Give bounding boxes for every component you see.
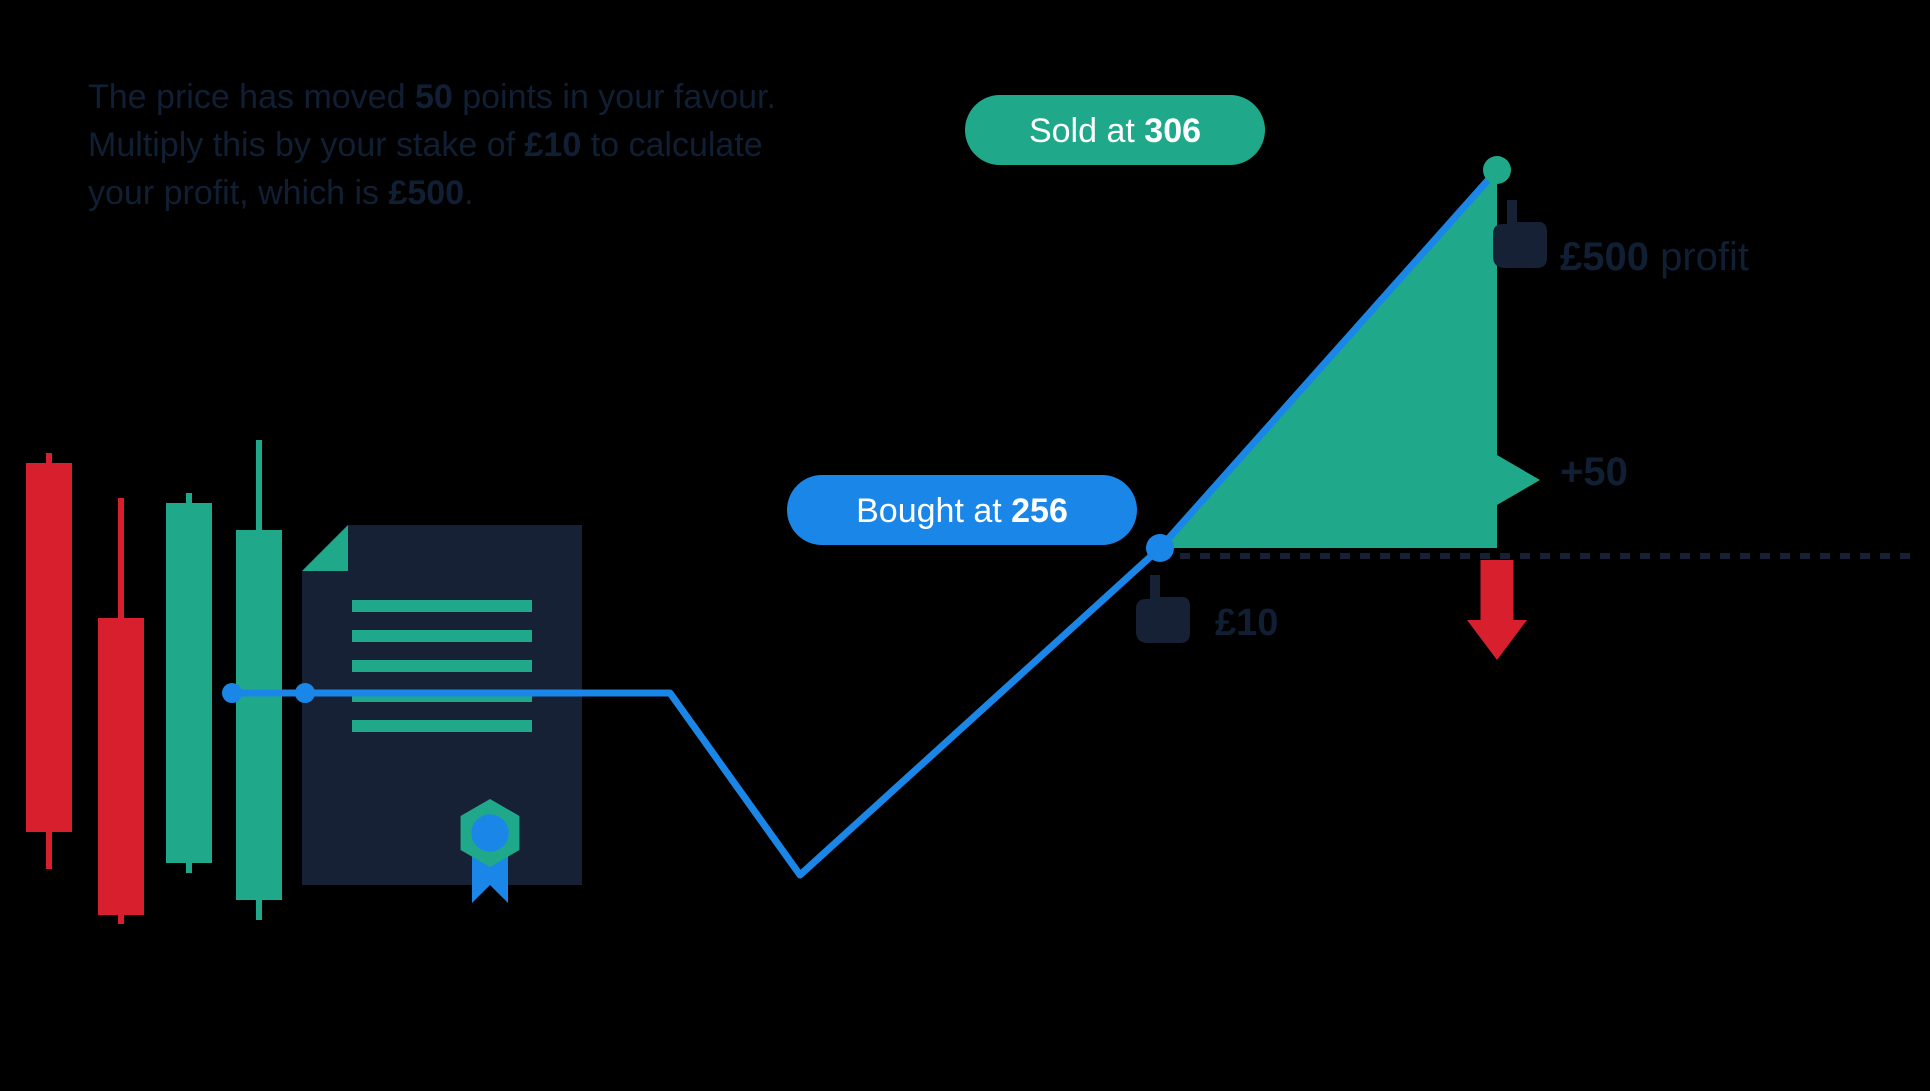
sold-pill: Sold at 306 [965,95,1265,165]
desc-line-3: your profit, which is £500. [88,174,474,212]
profit-label: £500 profit [1560,235,1749,279]
price-dot-3 [1483,156,1511,184]
desc-line-1: The price has moved 50 points in your fa… [88,78,776,116]
desc-line-2: Multiply this by your stake of £10 to ca… [88,126,763,164]
bought-pill: Bought at 256 [787,475,1137,545]
svg-text:Bought at 256: Bought at 256 [856,492,1068,530]
candle-2 [166,493,212,873]
certificate-icon [302,525,582,903]
stake-label: £10 [1215,602,1278,644]
trading-infographic: The price has moved 50 points in your fa… [0,0,1930,1091]
price-dot-1 [295,683,315,703]
price-dot-2 [1146,534,1174,562]
svg-text:Sold at 306: Sold at 306 [1029,112,1201,150]
points-label: +50 [1560,450,1628,494]
candle-0 [26,453,72,869]
price-dot-0 [222,683,242,703]
